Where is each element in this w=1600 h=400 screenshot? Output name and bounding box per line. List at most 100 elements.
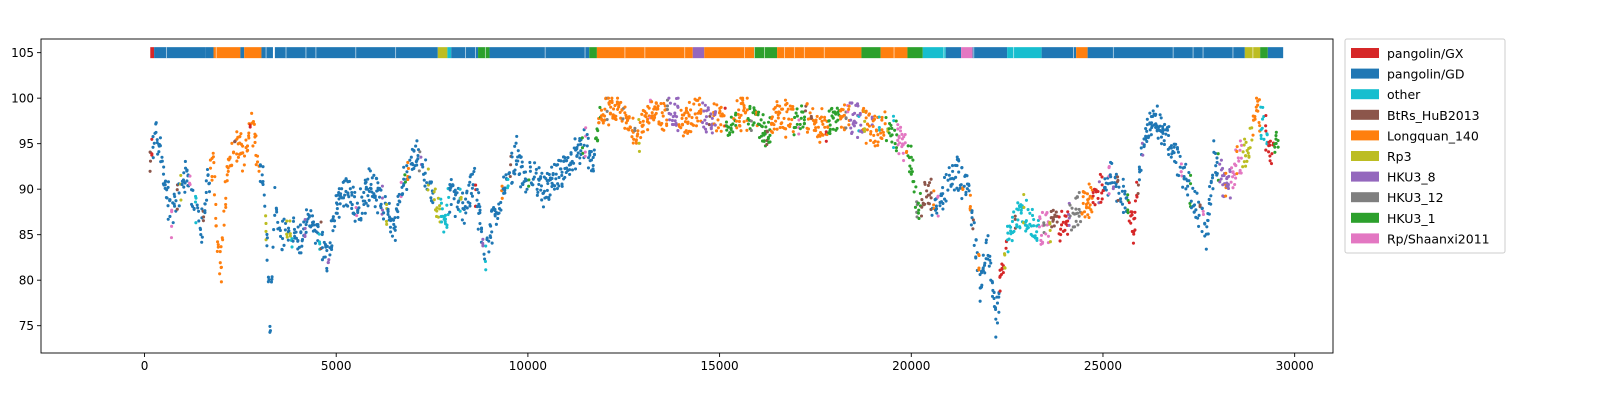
data-point	[1213, 151, 1218, 156]
data-point	[908, 164, 912, 168]
data-point	[365, 187, 370, 191]
data-point	[1251, 133, 1255, 137]
data-point	[881, 130, 885, 134]
data-point	[665, 104, 669, 108]
data-point	[1003, 253, 1007, 257]
data-point	[704, 130, 708, 134]
data-point	[224, 202, 228, 207]
data-point	[541, 205, 546, 209]
data-point	[956, 188, 960, 192]
data-point	[1159, 116, 1163, 120]
data-point	[646, 128, 650, 132]
data-point	[959, 183, 963, 187]
data-point	[610, 96, 614, 100]
data-point	[1019, 211, 1023, 215]
data-point	[880, 136, 884, 141]
data-point	[218, 250, 222, 254]
data-point	[419, 155, 423, 159]
data-point	[883, 122, 887, 126]
data-point	[261, 165, 265, 169]
data-point	[1257, 120, 1261, 125]
data-point	[1148, 128, 1152, 132]
strip-gap	[544, 47, 546, 59]
data-point	[856, 135, 860, 140]
data-point	[1210, 176, 1215, 180]
data-point	[1087, 182, 1091, 186]
data-point	[672, 123, 676, 127]
data-point	[550, 165, 554, 169]
strip-gap	[1172, 47, 1174, 59]
strip-segment	[478, 47, 490, 59]
data-point	[1245, 159, 1249, 163]
data-point	[770, 115, 774, 119]
data-point	[219, 280, 223, 284]
data-point	[990, 281, 995, 285]
data-point	[341, 196, 346, 200]
data-point	[614, 114, 618, 118]
plot-area	[148, 47, 1284, 339]
data-point	[866, 122, 870, 126]
data-point	[880, 115, 884, 120]
data-point	[1091, 190, 1095, 195]
data-point	[946, 188, 950, 192]
data-point	[235, 152, 239, 156]
data-point	[1009, 225, 1013, 229]
data-point	[1262, 137, 1266, 141]
data-point	[757, 110, 761, 114]
data-point	[472, 169, 476, 174]
data-point	[1048, 240, 1052, 244]
data-point	[783, 98, 788, 102]
data-point	[877, 128, 882, 132]
data-point	[304, 208, 309, 212]
data-point	[292, 227, 297, 231]
data-point	[1241, 165, 1245, 169]
data-point	[766, 137, 770, 141]
data-point	[1216, 152, 1220, 156]
data-point	[175, 207, 179, 211]
data-point	[644, 115, 648, 119]
data-point	[900, 132, 904, 136]
data-point	[445, 223, 449, 227]
data-point	[288, 219, 292, 223]
data-point	[510, 151, 514, 155]
data-point	[641, 119, 645, 123]
data-point	[539, 184, 543, 188]
data-point	[871, 124, 875, 129]
data-point	[239, 132, 243, 136]
data-point	[1239, 156, 1243, 160]
data-point	[385, 202, 389, 206]
data-point	[1016, 201, 1020, 205]
data-point	[458, 209, 462, 213]
strip-segment	[213, 47, 241, 59]
data-point	[535, 187, 539, 191]
data-point	[655, 106, 659, 111]
data-point	[325, 244, 329, 248]
data-point	[391, 218, 396, 222]
data-point	[435, 209, 439, 213]
data-point	[745, 128, 749, 132]
data-point	[960, 166, 964, 170]
data-point	[734, 111, 738, 115]
data-point	[1207, 197, 1211, 202]
data-point	[331, 229, 335, 233]
data-point	[1189, 173, 1193, 177]
data-point	[310, 214, 315, 218]
data-point	[647, 106, 651, 110]
data-point	[637, 141, 641, 145]
data-point	[475, 188, 479, 192]
data-point	[902, 158, 906, 163]
data-point	[335, 202, 339, 206]
data-point	[644, 111, 648, 115]
data-point	[1006, 231, 1010, 235]
data-point	[791, 130, 795, 134]
data-point	[1235, 172, 1239, 176]
axes-frame	[40, 38, 1334, 354]
data-point	[245, 144, 250, 148]
data-point	[461, 191, 465, 195]
data-point	[686, 121, 690, 125]
data-point	[1136, 191, 1140, 196]
data-point	[154, 122, 158, 126]
data-point	[304, 230, 308, 234]
data-point	[182, 185, 186, 189]
data-point	[849, 126, 853, 130]
